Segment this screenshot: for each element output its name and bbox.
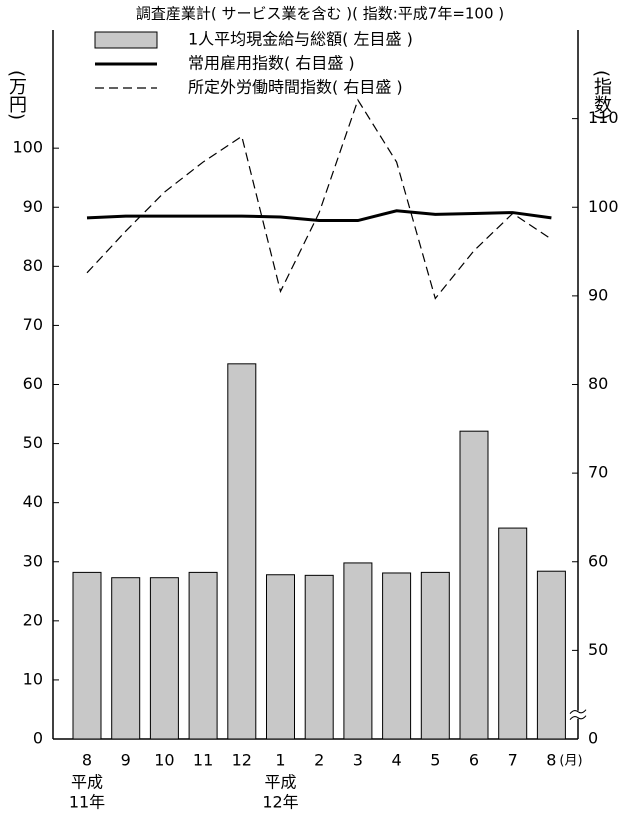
bar bbox=[266, 574, 295, 740]
x-tick-label: 11 bbox=[193, 751, 213, 770]
y2-tick-label: 110 bbox=[588, 108, 619, 127]
y-tick-label: 70 bbox=[23, 315, 43, 334]
x-tick-label: 12 bbox=[232, 751, 252, 770]
bar bbox=[382, 572, 412, 740]
x-tick-label: 8 bbox=[82, 751, 92, 770]
bar bbox=[536, 570, 566, 740]
bar bbox=[420, 571, 450, 740]
axis-break bbox=[570, 710, 586, 719]
chart-title: 調査産業計( サービス業を含む )( 指数:平成7年=100 ) bbox=[136, 5, 504, 23]
era-label: 平成 bbox=[264, 773, 296, 792]
era-label: 平成 bbox=[71, 773, 103, 792]
legend-label: 所定外労働時間指数( 右目盛 ) bbox=[188, 78, 403, 97]
era-label: 11年 bbox=[69, 793, 105, 812]
legend-swatch bbox=[94, 31, 158, 49]
bar bbox=[111, 577, 141, 740]
y-axis-label: (万円) bbox=[6, 70, 27, 120]
y-tick-label: 50 bbox=[23, 433, 43, 452]
y-tick-label: 20 bbox=[23, 610, 43, 629]
y-tick-label: 100 bbox=[12, 138, 43, 157]
y2-axis-label: (指数) bbox=[591, 70, 612, 120]
bar bbox=[343, 562, 373, 740]
era-label: 12年 bbox=[262, 793, 298, 812]
x-tick-label: 5 bbox=[430, 751, 440, 770]
axis-break-mark bbox=[569, 715, 587, 721]
bar bbox=[227, 363, 257, 740]
y-tick-label: 30 bbox=[23, 551, 43, 570]
x-tick-label: 6 bbox=[469, 751, 479, 770]
legend-label: 常用雇用指数( 右目盛 ) bbox=[188, 54, 355, 73]
x-tick-label: 7 bbox=[508, 751, 518, 770]
bar bbox=[498, 527, 528, 740]
y-tick-label: 80 bbox=[23, 256, 43, 275]
y-tick-label: 90 bbox=[23, 197, 43, 216]
y-tick-label: 60 bbox=[23, 374, 43, 393]
bar bbox=[149, 577, 179, 740]
line bbox=[86, 209, 552, 223]
bar bbox=[304, 574, 334, 740]
y2-tick-label: 100 bbox=[588, 197, 619, 216]
y2-tick-label: 90 bbox=[588, 285, 608, 304]
x-tick-label: 1 bbox=[275, 751, 285, 770]
x-tick-label: 3 bbox=[353, 751, 363, 770]
y2-tick-label: 50 bbox=[588, 640, 608, 659]
line bbox=[86, 98, 552, 300]
legend-label: 1人平均現金給与総額( 左目盛 ) bbox=[188, 30, 413, 49]
bar bbox=[459, 430, 489, 740]
y-tick-label: 10 bbox=[23, 669, 43, 688]
y-tick-label: 40 bbox=[23, 492, 43, 511]
y2-tick-label: 80 bbox=[588, 374, 608, 393]
y2-tick-label: 0 bbox=[588, 729, 598, 748]
x-tick-label: 4 bbox=[392, 751, 402, 770]
y2-tick-label: 60 bbox=[588, 551, 608, 570]
bar bbox=[72, 571, 102, 740]
x-tick-label: 8 bbox=[546, 751, 556, 770]
x-tick-label: 2 bbox=[314, 751, 324, 770]
y-tick-label: 0 bbox=[33, 729, 43, 748]
bar bbox=[188, 571, 218, 740]
x-tick-label: 9 bbox=[121, 751, 131, 770]
x-unit: (月) bbox=[559, 754, 582, 769]
x-tick-label: 10 bbox=[154, 751, 174, 770]
y2-tick-label: 70 bbox=[588, 463, 608, 482]
axis-break-mark bbox=[569, 709, 587, 715]
